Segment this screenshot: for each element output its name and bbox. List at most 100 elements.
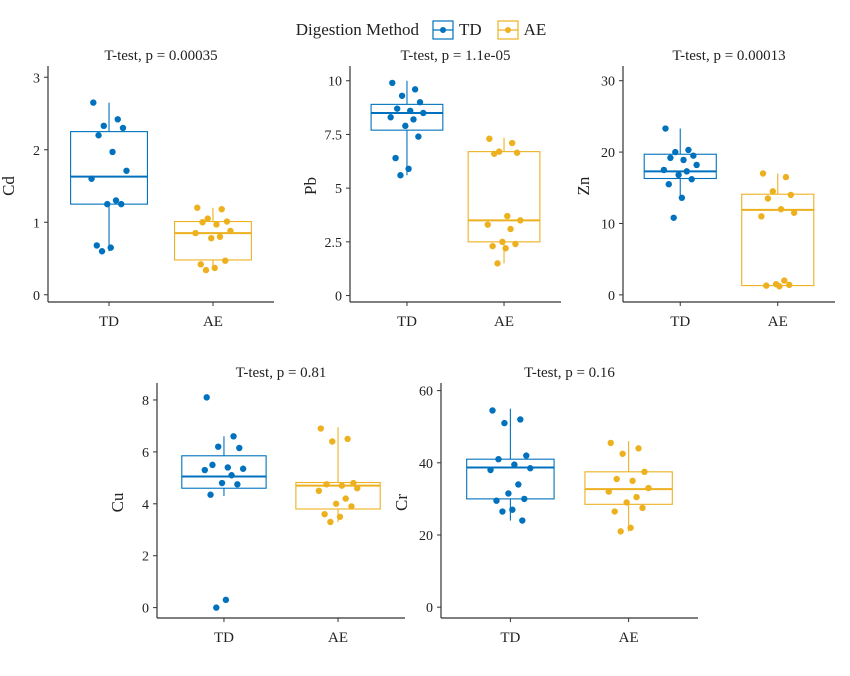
data-point <box>672 148 679 156</box>
data-point <box>527 465 534 472</box>
y-tick-label: 0 <box>426 601 433 616</box>
box <box>70 131 148 205</box>
data-point <box>223 218 231 225</box>
data-point <box>629 477 636 485</box>
panel-cd: T-test, p = 0.00035 0 1 2 3 Cd TD AE <box>0 48 274 330</box>
legend-entry-ae: AE <box>496 19 555 41</box>
data-point <box>645 484 652 492</box>
panel-cu: T-test, p = 0.81 0 2 4 6 8 Cu TD AE <box>108 365 405 646</box>
series-td <box>466 407 555 524</box>
legend-key-ae <box>497 20 519 40</box>
data-point <box>635 445 642 452</box>
data-point <box>224 464 231 471</box>
box <box>466 458 555 500</box>
data-point <box>489 407 496 414</box>
data-point <box>317 425 324 432</box>
data-point <box>410 116 417 123</box>
data-point <box>667 154 674 162</box>
series-ae <box>584 439 673 535</box>
data-point <box>204 215 211 222</box>
data-point <box>491 150 498 157</box>
series-ae <box>741 170 815 290</box>
data-point <box>512 240 519 248</box>
legend-label-ae: AE <box>523 20 547 39</box>
box <box>370 103 444 131</box>
y-axis-label: Zn <box>574 176 593 195</box>
data-point <box>486 135 493 142</box>
data-point <box>781 277 788 284</box>
data-point <box>95 132 102 139</box>
data-point <box>393 105 401 112</box>
data-point <box>207 491 214 498</box>
data-point <box>88 175 95 182</box>
data-point <box>641 468 648 476</box>
data-point <box>112 197 120 204</box>
y-tick-label: 2.5 <box>325 236 343 251</box>
x-tick-label: TD <box>99 314 119 330</box>
y-tick-label: 40 <box>419 457 433 472</box>
data-point <box>633 493 640 501</box>
data-point <box>392 154 399 162</box>
data-point <box>398 92 406 99</box>
data-point <box>213 221 220 228</box>
data-point <box>230 433 237 440</box>
data-point <box>509 506 516 513</box>
x-tick-label: AE <box>203 314 223 330</box>
panel-title: T-test, p = 1.1e-05 <box>401 48 511 64</box>
data-point <box>499 508 506 515</box>
data-point <box>90 99 97 106</box>
data-point <box>499 238 506 246</box>
data-point <box>764 195 772 202</box>
data-point <box>387 114 394 121</box>
data-point <box>203 394 210 401</box>
data-point <box>227 227 234 235</box>
data-point <box>690 152 697 159</box>
y-tick-label: 6 <box>142 446 149 461</box>
data-point <box>415 133 422 140</box>
data-point <box>758 213 765 220</box>
data-point <box>787 191 795 199</box>
data-point <box>776 283 783 290</box>
data-point <box>197 261 204 268</box>
data-point <box>215 443 222 450</box>
data-point <box>201 466 208 474</box>
y-axis-label: Cr <box>392 494 411 511</box>
data-point <box>194 204 201 211</box>
data-point <box>228 472 235 479</box>
y-tick-label: 0 <box>608 289 615 304</box>
data-point <box>209 461 216 469</box>
data-point <box>769 188 777 195</box>
y-axis-label: Cu <box>108 492 127 512</box>
data-point <box>336 513 344 520</box>
data-point <box>508 139 516 147</box>
panel-zn: T-test, p = 0.00013 0 10 20 30 Zn TD AE <box>574 48 835 330</box>
box <box>174 220 252 261</box>
x-tick-label: AE <box>619 630 639 646</box>
y-tick-label: 10 <box>328 75 342 90</box>
data-point <box>489 242 496 250</box>
data-point <box>199 219 206 226</box>
data-point <box>327 518 334 526</box>
y-tick-label: 0 <box>33 289 40 304</box>
panel-title: T-test, p = 0.00013 <box>672 48 785 64</box>
data-point <box>662 125 669 132</box>
data-point <box>680 156 687 164</box>
data-point <box>100 122 107 130</box>
legend-title: Digestion Method <box>295 20 419 39</box>
box <box>643 153 717 180</box>
data-point <box>511 461 518 468</box>
data-point <box>521 495 528 503</box>
y-tick-label: 5 <box>335 182 342 197</box>
data-point <box>786 281 793 289</box>
panel-title: T-test, p = 0.81 <box>236 365 327 381</box>
data-point <box>484 221 491 228</box>
y-axis-label: Pb <box>301 177 320 195</box>
y-tick-label: 3 <box>33 71 40 86</box>
data-point <box>683 168 690 175</box>
data-point <box>693 161 700 169</box>
y-tick-label: 60 <box>419 385 433 400</box>
data-point <box>98 248 106 255</box>
data-point <box>348 503 355 510</box>
data-point <box>329 438 336 445</box>
data-point <box>487 466 494 474</box>
